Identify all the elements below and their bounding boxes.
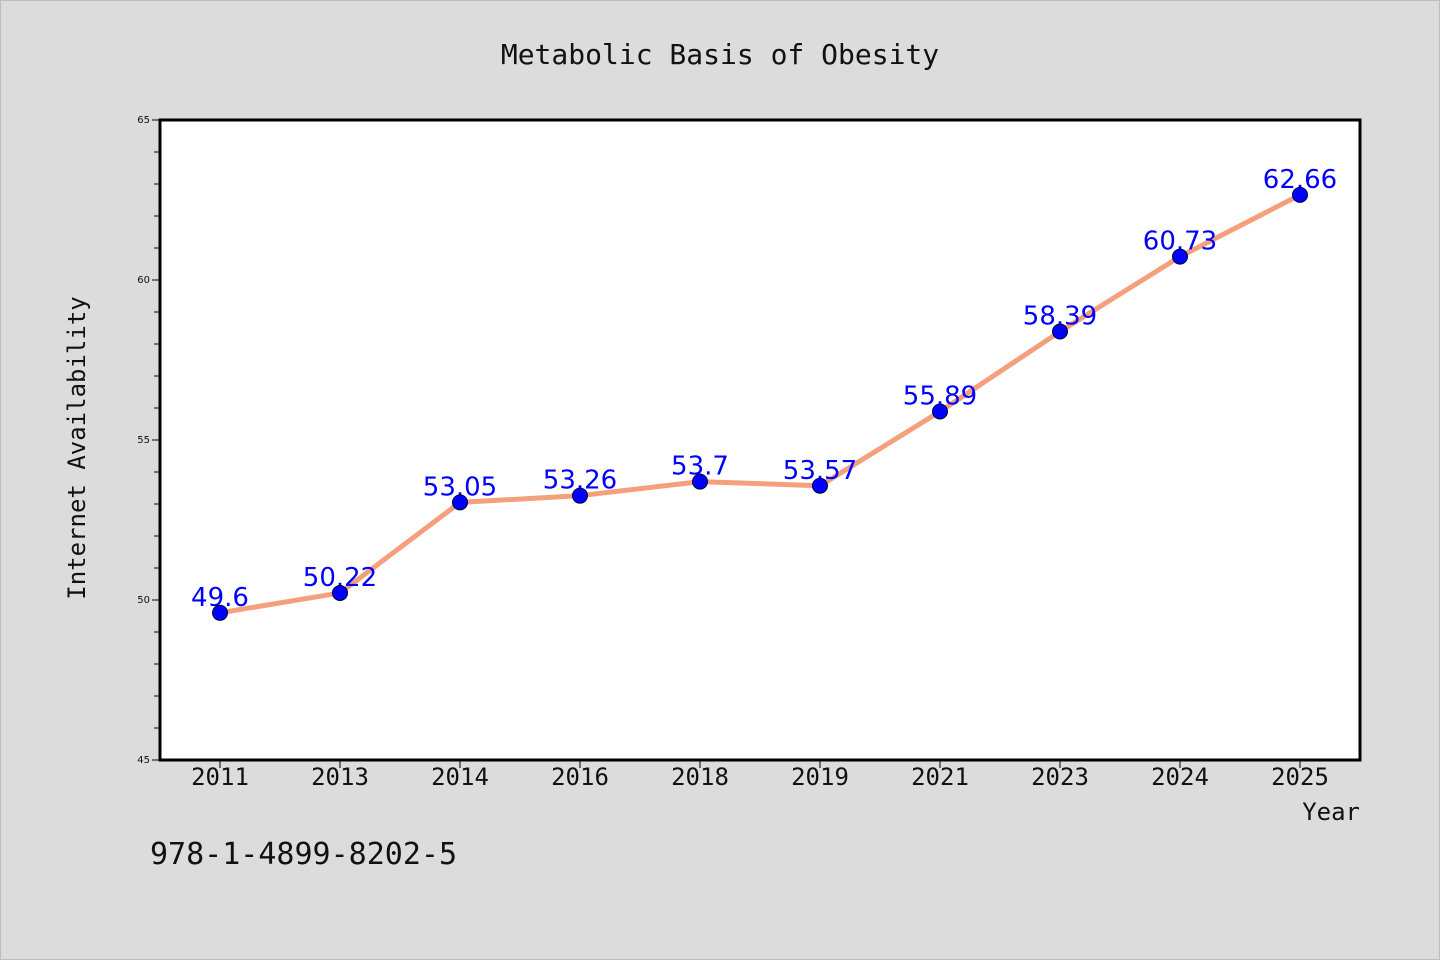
data-point: [332, 584, 348, 601]
x-tick-label: 2011: [191, 763, 249, 791]
x-tick-label: 2014: [431, 763, 489, 791]
x-tick-label: 2023: [1031, 763, 1089, 791]
data-point: [1052, 323, 1068, 340]
y-tick-label: 60: [137, 275, 150, 286]
y-tick-label: 50: [137, 595, 150, 606]
data-point: [692, 473, 708, 490]
chart-title: Metabolic Basis of Obesity: [501, 38, 939, 71]
y-tick-label: 45: [137, 755, 150, 766]
x-axis-label: Year: [1302, 798, 1360, 826]
x-tick-label: 2021: [911, 763, 969, 791]
x-tick-label: 2019: [791, 763, 849, 791]
plot-area: [158, 118, 1362, 762]
data-point: [452, 494, 468, 511]
data-point: [1172, 248, 1188, 265]
y-tick-label: 55: [137, 435, 150, 446]
x-tick-label: 2013: [311, 763, 369, 791]
series-line: [217, 192, 1303, 616]
x-tick-label: 2016: [551, 763, 609, 791]
y-tick-label: 65: [137, 115, 150, 126]
data-point: [1292, 186, 1308, 203]
x-tick-label: 2018: [671, 763, 729, 791]
isbn-text: 978-1-4899-8202-5: [150, 837, 457, 872]
y-axis-label: Internet Availability: [63, 296, 91, 599]
x-axis: 2011 2013 2014 2016 2018 2019 2021 2023 2024 2025: [191, 760, 1329, 791]
y-axis: 45 50 55 60 65: [137, 115, 160, 766]
data-point: [812, 477, 828, 494]
data-point: [212, 604, 228, 621]
x-tick-label: 2025: [1271, 763, 1329, 791]
data-point: [572, 487, 588, 504]
data-point: [932, 403, 948, 420]
x-tick-label: 2024: [1151, 763, 1209, 791]
